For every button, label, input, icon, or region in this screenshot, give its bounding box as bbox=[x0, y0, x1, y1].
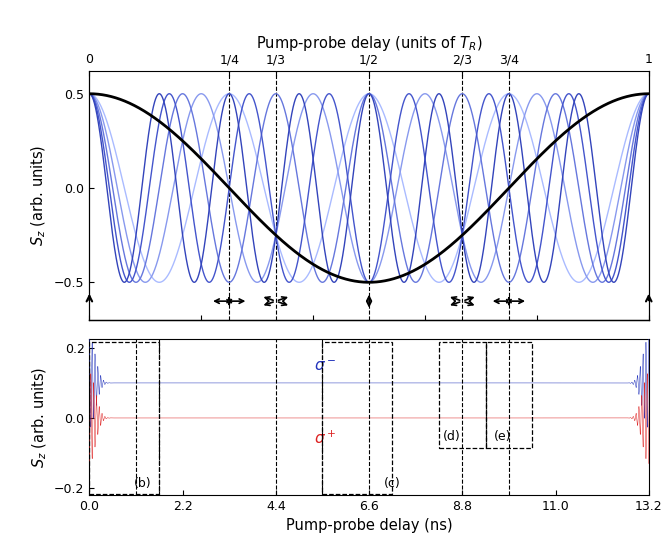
X-axis label: Pump-probe delay (ns): Pump-probe delay (ns) bbox=[286, 519, 452, 533]
Bar bbox=[89, 341, 160, 494]
Bar bbox=[439, 341, 486, 448]
Text: (d): (d) bbox=[443, 430, 461, 443]
Y-axis label: $S_z$ (arb. units): $S_z$ (arb. units) bbox=[30, 366, 48, 468]
Text: $\sigma^-$: $\sigma^-$ bbox=[314, 359, 336, 374]
Text: (e): (e) bbox=[494, 430, 511, 443]
Text: $\sigma^+$: $\sigma^+$ bbox=[314, 430, 336, 447]
Text: (b): (b) bbox=[134, 477, 151, 490]
Text: (c): (c) bbox=[384, 477, 401, 490]
Y-axis label: $S_z$ (arb. units): $S_z$ (arb. units) bbox=[30, 145, 48, 246]
X-axis label: Pump-probe delay (units of $T_R$): Pump-probe delay (units of $T_R$) bbox=[256, 34, 483, 53]
Bar bbox=[322, 341, 393, 494]
Bar bbox=[486, 341, 532, 448]
